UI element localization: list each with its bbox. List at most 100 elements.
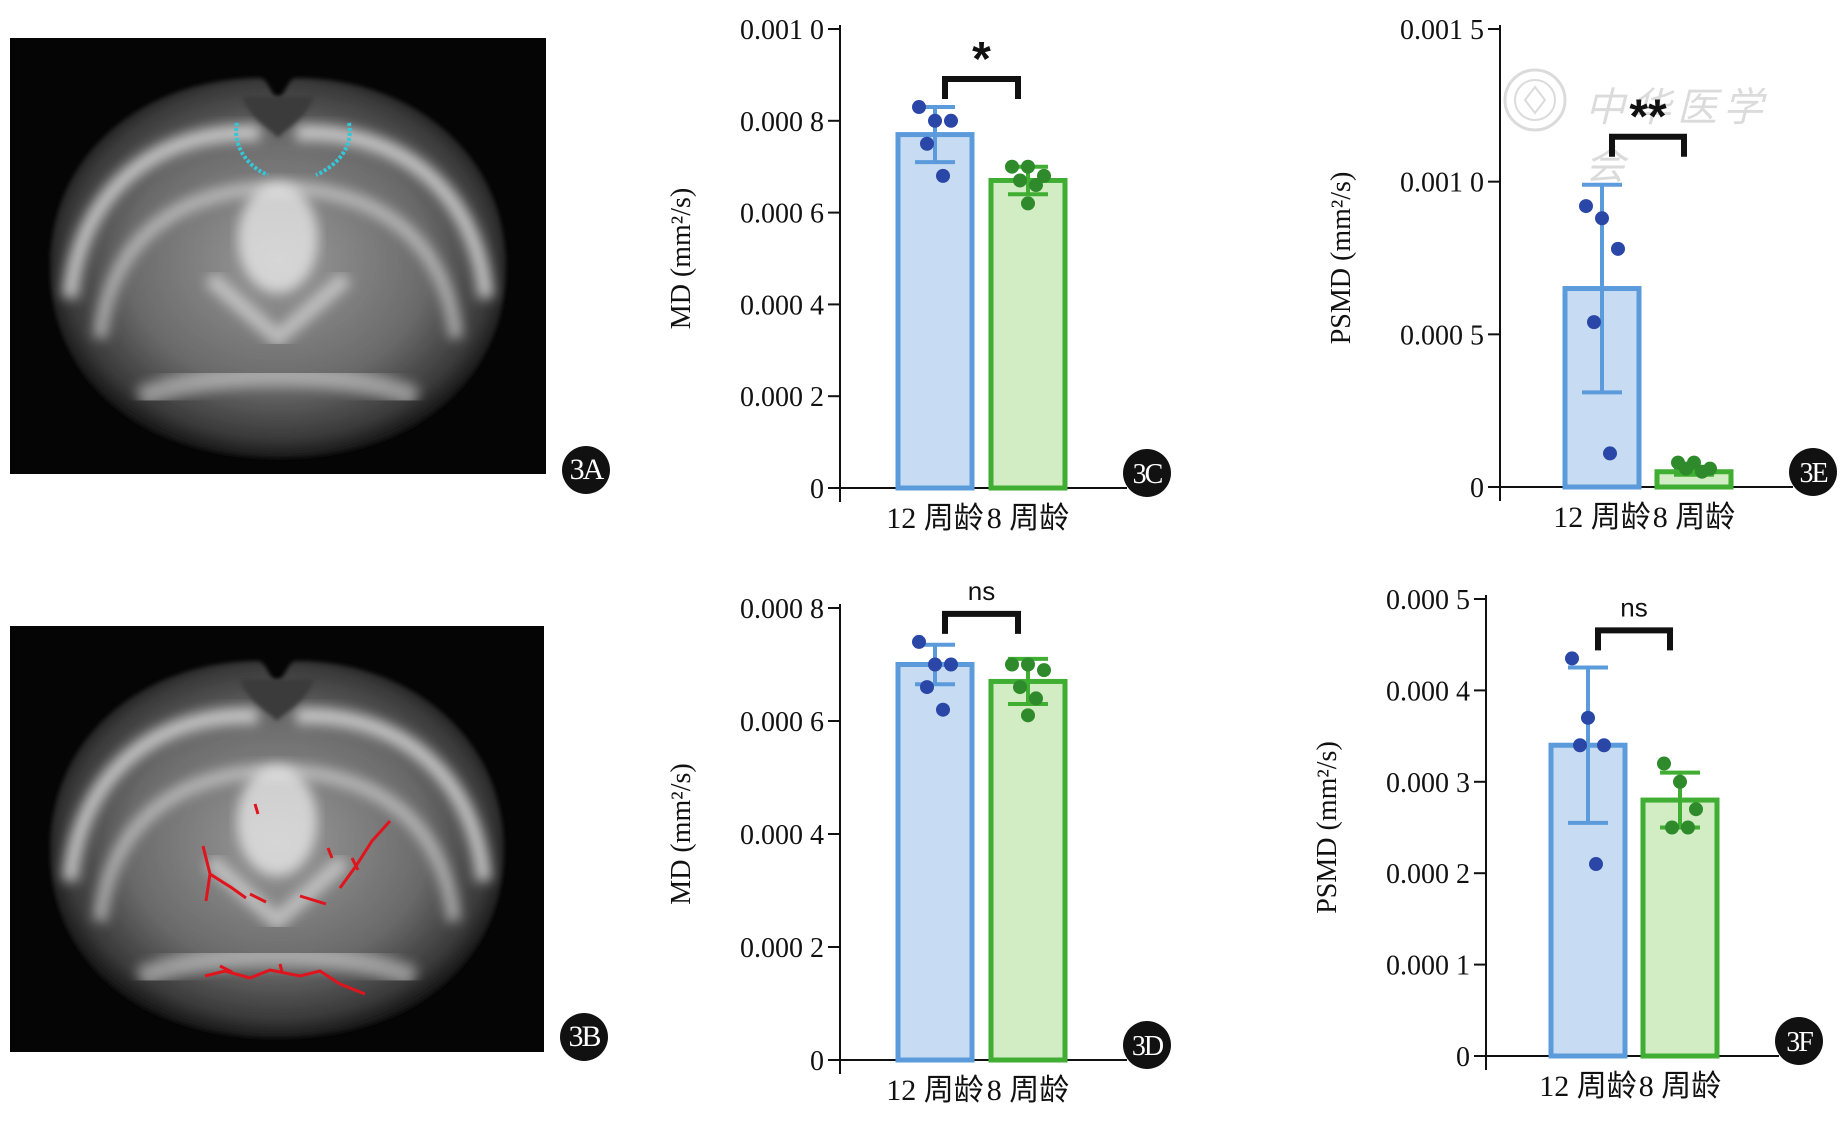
x-tick-label-3c-0: 12 周龄: [886, 502, 984, 535]
y-tick-label-3f: 0.000 4: [1386, 676, 1470, 707]
data-point-3f-0: [1565, 651, 1579, 666]
data-point-3c-0: [944, 113, 958, 128]
bar-3f-1: [1640, 797, 1720, 1059]
x-tick-label-3e-0: 12 周龄: [1553, 501, 1651, 534]
y-tick-label-3e: 0.001 5: [1400, 15, 1484, 46]
brain-image-3a: [10, 38, 546, 474]
y-tick-label-3d: 0: [810, 1046, 824, 1077]
panel-badge-label-3d: 3D: [1132, 1031, 1164, 1062]
y-tick-label-3c: 0.000 4: [740, 290, 824, 321]
panel-badge-label-3f: 3F: [1786, 1027, 1813, 1058]
bar-3c-1: [988, 177, 1068, 491]
data-point-3d-0: [912, 634, 926, 649]
data-point-3c-0: [936, 168, 950, 183]
significance-label-3c: *: [972, 33, 991, 86]
chart-3c: 0 0.000 2 0.000 4 0.000 6 0.000 8 0.001 0 MD (…: [660, 0, 1220, 560]
highlight-trace-right: [315, 122, 352, 177]
x-tick-label-3e-1: 8 周龄: [1653, 501, 1736, 534]
y-tick-label-3f: 0.000 2: [1386, 859, 1470, 890]
data-point-3d-1: [1029, 691, 1043, 706]
chart-3f-svg: 0 0.000 1 0.000 2 0.000 3 0.000 4 0.000 5 PSMD…: [1312, 585, 1823, 1103]
y-tick-label-3f: 0: [1456, 1042, 1470, 1073]
x-tick-label-3d-1: 8 周龄: [987, 1074, 1070, 1107]
panel-badge-3e: [1789, 448, 1837, 496]
x-tick-label-3f-1: 8 周龄: [1639, 1070, 1722, 1103]
data-point-3c-1: [1005, 159, 1019, 174]
data-point-3f-1: [1665, 820, 1679, 835]
y-tick-label-3f: 0.000 3: [1386, 768, 1470, 799]
y-tick-label-3c: 0.000 8: [740, 107, 824, 138]
highlight-traces: [201, 803, 392, 996]
y-tick-label-3d: 0.000 4: [740, 820, 824, 851]
significance-bracket-3f: [1595, 627, 1673, 651]
significance-label-3d: ns: [968, 576, 995, 606]
x-tick-label-3c-1: 8 周龄: [987, 502, 1070, 535]
panel-badge-label-3c: 3C: [1133, 459, 1163, 490]
data-point-3d-1: [1021, 657, 1035, 672]
data-point-3c-0: [912, 100, 926, 115]
y-axis-title-3f: PSMD (mm²/s): [1312, 741, 1343, 914]
y-tick-label-3e: 0.000 5: [1400, 320, 1484, 351]
data-point-3c-0: [928, 113, 942, 128]
data-point-3f-1: [1689, 802, 1703, 817]
x-tick-label-3f-0: 12 周龄: [1539, 1070, 1637, 1103]
y-tick-label-3c: 0.000 2: [740, 382, 824, 413]
panel-badge-3f: [1775, 1017, 1823, 1065]
y-tick-label-3e: 0.001 0: [1400, 168, 1484, 199]
y-tick-label-3f: 0.000 5: [1386, 585, 1470, 616]
y-axis-title-3c: MD (mm²/s): [666, 188, 697, 329]
y-tick-label-3d: 0.000 8: [740, 594, 824, 625]
data-point-3e-0: [1579, 199, 1593, 214]
highlight-trace-left: [234, 122, 269, 177]
y-tick-label-3d: 0.000 6: [740, 707, 824, 738]
data-point-3d-0: [944, 657, 958, 672]
data-point-3f-0: [1597, 738, 1611, 753]
chart-3e-svg: 0 0.000 5 0.001 0 0.001 5 PSMD (mm²/s) 12 周龄 8…: [1326, 15, 1837, 534]
bar-3f-0: [1548, 742, 1628, 1059]
data-point-3c-0: [920, 136, 934, 151]
data-point-3d-1: [1005, 657, 1019, 672]
x-tick-label-3d-0: 12 周龄: [886, 1074, 984, 1107]
data-point-3f-1: [1681, 820, 1695, 835]
data-point-3e-0: [1587, 315, 1601, 330]
data-point-3d-1: [1013, 680, 1027, 695]
society-seal-icon: [1503, 68, 1567, 132]
data-point-3e-1: [1679, 461, 1693, 476]
panel-badge-label-3e: 3E: [1799, 458, 1827, 489]
data-point-3e-0: [1603, 446, 1617, 461]
data-point-3c-1: [1021, 196, 1035, 211]
y-tick-label-3c: 0.000 6: [740, 199, 824, 230]
data-point-3d-0: [928, 657, 942, 672]
y-tick-label-3c: 0.001 0: [740, 15, 824, 46]
y-tick-label-3f: 0.000 1: [1386, 951, 1470, 982]
y-axis-title-3e: PSMD (mm²/s): [1326, 172, 1357, 345]
data-point-3f-0: [1589, 857, 1603, 872]
significance-bracket-3c: [942, 76, 1021, 100]
brain-image-3b: [10, 626, 544, 1052]
watermark: 中华医学会: [1500, 55, 1790, 188]
significance-bracket-3e: [1609, 133, 1687, 157]
bar-3c-0: [895, 132, 975, 491]
bar-3d-0: [895, 662, 975, 1063]
chart-3d: 0 0.000 2 0.000 4 0.000 6 0.000 8 MD (mm²/s) 1…: [660, 560, 1220, 1120]
y-tick-label-3d: 0.000 2: [740, 933, 824, 964]
data-point-3c-1: [1037, 168, 1051, 183]
panel-badge-3a: 3A: [562, 446, 610, 494]
chart-3d-svg: 0 0.000 2 0.000 4 0.000 6 0.000 8 MD (mm²/s) 1…: [666, 576, 1171, 1107]
chart-3c-svg: 0 0.000 2 0.000 4 0.000 6 0.000 8 0.001 0 MD (…: [666, 15, 1171, 535]
data-point-3f-0: [1573, 738, 1587, 753]
chart-3f: 0 0.000 1 0.000 2 0.000 3 0.000 4 0.000 5 PSMD…: [1280, 560, 1840, 1120]
significance-bracket-3d: [942, 610, 1021, 634]
data-point-3f-1: [1657, 756, 1671, 771]
y-tick-label-3c: 0: [810, 474, 824, 505]
data-point-3d-1: [1037, 663, 1051, 678]
bar-3d-1: [988, 678, 1068, 1063]
data-point-3c-1: [1029, 178, 1043, 193]
panel-badge-3c: [1123, 449, 1171, 497]
panel-badge-3b: 3B: [560, 1013, 608, 1061]
significance-label-3e: **: [1629, 91, 1667, 144]
data-point-3c-1: [1021, 159, 1035, 174]
data-point-3e-1: [1695, 464, 1709, 479]
data-point-3c-1: [1013, 173, 1027, 188]
data-point-3d-1: [1021, 708, 1035, 723]
